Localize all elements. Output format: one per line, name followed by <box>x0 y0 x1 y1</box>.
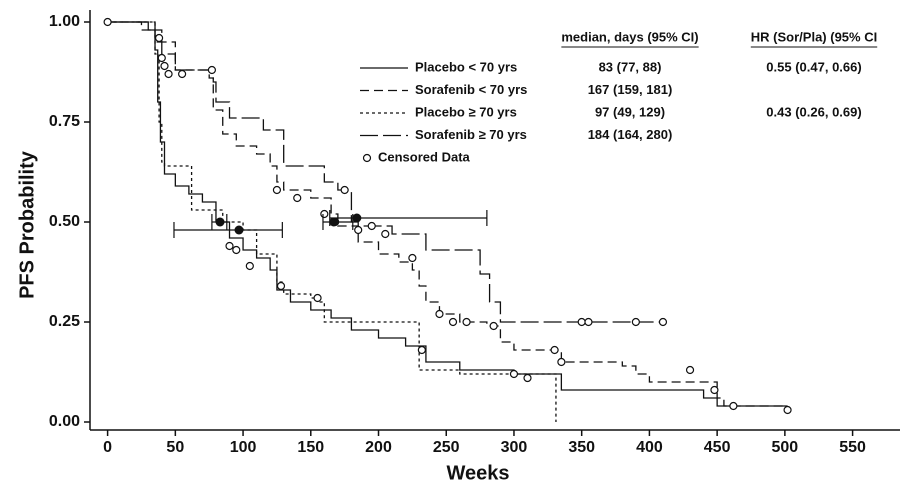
censored-marker <box>381 229 390 239</box>
legend-label: Sorafenib < 70 yrs <box>415 82 527 97</box>
censored-marker <box>658 317 668 327</box>
legend-label: Censored Data <box>378 149 471 164</box>
censored-marker <box>245 261 254 271</box>
x-tick-label: 250 <box>433 439 460 456</box>
censored-marker <box>550 345 559 355</box>
x-tick-label: 350 <box>568 439 595 456</box>
x-tick-label: 0 <box>103 439 112 456</box>
censored-marker <box>313 293 322 303</box>
censored-marker <box>710 385 719 395</box>
censored-marker <box>685 365 695 375</box>
survival-line <box>107 21 788 407</box>
y-tick-label: 0.00 <box>49 413 80 430</box>
censored-marker <box>367 221 376 231</box>
x-axis-title: Weeks <box>446 462 509 484</box>
x-tick-label: 400 <box>636 439 663 456</box>
censored-marker <box>276 281 286 291</box>
x-tick-label: 150 <box>297 439 324 456</box>
censored-marker <box>631 317 640 327</box>
table-cell: 83 (77, 88) <box>599 59 662 74</box>
x-tick-label: 550 <box>839 439 866 456</box>
survival-line <box>107 21 788 407</box>
legend-label: Sorafenib ≥ 70 yrs <box>415 127 527 142</box>
censored-marker <box>225 241 234 251</box>
survival-line <box>107 21 557 422</box>
censored-marker <box>509 369 519 379</box>
legend-swatch <box>362 153 372 163</box>
x-tick-label: 500 <box>772 439 799 456</box>
censored-marker <box>157 53 166 63</box>
table-header: median, days (95% CI) <box>561 29 698 44</box>
censored-marker <box>207 65 217 75</box>
y-tick-label: 0.50 <box>49 213 80 230</box>
censored-marker <box>178 69 187 79</box>
censored-marker <box>489 321 498 331</box>
censored-marker <box>729 401 738 411</box>
x-tick-label: 200 <box>365 439 392 456</box>
median-marker <box>329 217 339 227</box>
censored-marker <box>272 185 282 195</box>
censored-marker <box>354 225 363 235</box>
x-tick-label: 100 <box>230 439 257 456</box>
y-axis-title: PFS Probability <box>16 150 38 299</box>
median-marker <box>215 217 225 227</box>
censored-marker <box>232 245 241 255</box>
median-marker <box>352 213 362 223</box>
censored-marker <box>462 317 471 327</box>
table-header: HR (Sor/Pla) (95% CI <box>751 29 877 44</box>
censored-marker <box>783 405 792 415</box>
censored-marker <box>584 317 593 327</box>
censored-marker <box>408 253 417 263</box>
censored-marker <box>448 317 458 327</box>
x-tick-label: 50 <box>166 439 184 456</box>
censored-marker <box>435 309 444 319</box>
median-marker <box>234 225 244 235</box>
y-tick-label: 0.75 <box>49 113 80 130</box>
table-cell: 0.55 (0.47, 0.66) <box>766 59 861 74</box>
table-cell: 0.43 (0.26, 0.69) <box>766 104 861 119</box>
censored-marker <box>293 193 302 203</box>
table-cell: 167 (159, 181) <box>588 82 673 97</box>
censored-marker <box>417 345 426 355</box>
censored-marker <box>154 33 164 43</box>
legend-label: Placebo ≥ 70 yrs <box>415 104 517 119</box>
y-tick-label: 0.25 <box>49 313 80 330</box>
censored-marker <box>577 317 586 327</box>
table-cell: 184 (164, 280) <box>588 127 673 142</box>
y-tick-label: 1.00 <box>49 13 80 30</box>
censored-marker <box>160 61 169 71</box>
censored-marker <box>523 373 532 383</box>
censored-marker <box>340 185 349 195</box>
x-tick-label: 450 <box>704 439 731 456</box>
table-cell: 97 (49, 129) <box>595 104 665 119</box>
censored-marker <box>557 357 566 367</box>
legend-label: Placebo < 70 yrs <box>415 59 517 74</box>
censored-marker <box>164 69 173 79</box>
censored-marker <box>320 209 329 219</box>
survival-line <box>107 21 663 323</box>
censored-marker <box>103 17 112 27</box>
x-tick-label: 300 <box>501 439 528 456</box>
